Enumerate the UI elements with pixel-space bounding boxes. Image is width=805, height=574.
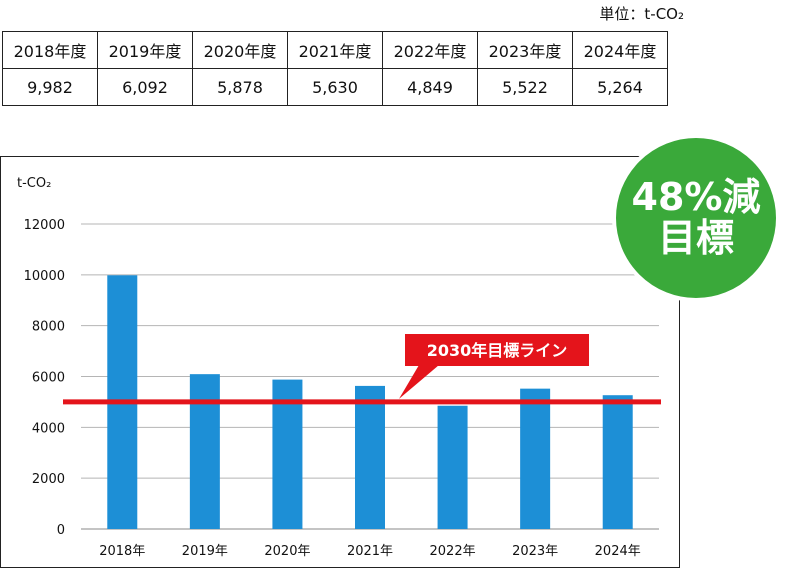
table-value-cell: 5,878	[192, 68, 288, 106]
table-value-cell: 5,264	[572, 68, 668, 106]
unit-label: 単位：t-CO₂	[599, 5, 684, 23]
x-tick-label: 2018年	[99, 544, 145, 559]
y-tick-label: 8000	[32, 320, 65, 335]
table-header-cell: 2019年度	[97, 31, 193, 69]
x-tick-label: 2021年	[347, 544, 393, 559]
bar-2023年	[520, 388, 551, 529]
bar-2024年	[602, 395, 633, 529]
table-header-row: 2018年度 2019年度 2020年度 2021年度 2022年度 2023年…	[2, 31, 668, 69]
y-axis-label: t-CO₂	[17, 176, 51, 191]
bar-2019年	[189, 374, 220, 529]
x-tick-label: 2020年	[264, 544, 310, 559]
badge-line2: 目標	[657, 216, 734, 260]
table-value-row: 9,982 6,092 5,878 5,630 4,849 5,522 5,26…	[2, 68, 668, 106]
table-header-cell: 2020年度	[192, 31, 288, 69]
y-tick-label: 12000	[24, 218, 65, 233]
badge-line1: 48%減	[631, 174, 761, 219]
label-layer: 0 2000 4000 6000 8000 10000 12000 2018年 2019年 202…	[24, 218, 641, 559]
y-tick-label: 0	[57, 523, 65, 538]
table-value-cell: 9,982	[2, 68, 98, 106]
x-tick-label: 2019年	[182, 544, 228, 559]
table-header-cell: 2021年度	[287, 31, 383, 69]
table-header-cell: 2022年度	[382, 31, 478, 69]
y-tick-label: 6000	[32, 371, 65, 386]
table-header-cell: 2018年度	[2, 31, 98, 69]
bar-chart: 2030年目標ライン 0 2000 4000 6000 8000 10000 12000 20…	[17, 176, 661, 559]
x-tick-label: 2024年	[595, 544, 641, 559]
y-tick-label: 10000	[24, 269, 65, 284]
target-layer: 2030年目標ライン	[63, 334, 661, 405]
table-value-cell: 5,630	[287, 68, 383, 106]
reduction-target-badge: 48%減 目標	[612, 134, 780, 302]
table-value-cell: 5,522	[477, 68, 573, 106]
table-header-cell: 2023年度	[477, 31, 573, 69]
emissions-table: 2018年度 2019年度 2020年度 2021年度 2022年度 2023年…	[2, 31, 668, 106]
bar-2021年	[355, 385, 385, 529]
table-header-cell: 2024年度	[572, 31, 668, 69]
y-tick-label: 4000	[32, 421, 65, 436]
table-value-cell: 6,092	[97, 68, 193, 106]
y-tick-label: 2000	[32, 472, 65, 487]
bar-2020年	[272, 379, 303, 529]
target-callout-box	[405, 334, 589, 366]
x-tick-label: 2023年	[512, 544, 558, 559]
table-value-cell: 4,849	[382, 68, 478, 106]
target-callout-pointer	[399, 365, 439, 399]
chart-frame: 2030年目標ライン 0 2000 4000 6000 8000 10000 12000 20…	[0, 156, 680, 568]
bar-2022年	[437, 405, 468, 529]
target-callout-label: 2030年目標ライン	[427, 341, 568, 360]
x-tick-label: 2022年	[430, 544, 476, 559]
